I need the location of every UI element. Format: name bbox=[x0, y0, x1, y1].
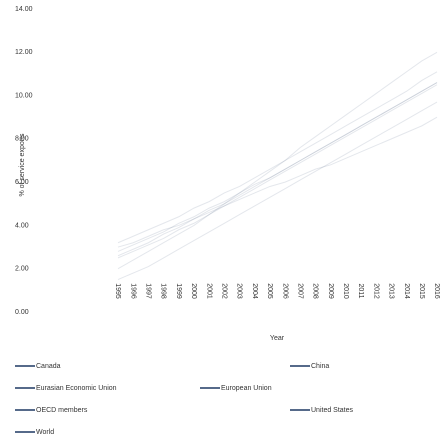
y-tick-label: 12.00 bbox=[15, 49, 33, 56]
x-tick-label: 2011 bbox=[357, 283, 364, 298]
series-line bbox=[117, 51, 438, 270]
series-line bbox=[117, 101, 438, 280]
y-tick-label: 6.00 bbox=[15, 179, 29, 186]
y-tick-label: 10.00 bbox=[15, 92, 33, 99]
series-line bbox=[117, 116, 438, 248]
x-tick-label: 2008 bbox=[312, 283, 319, 299]
x-tick-label: 2014 bbox=[403, 283, 410, 299]
y-axis-title: % of service exports bbox=[19, 133, 26, 197]
x-tick-label: 1999 bbox=[175, 283, 182, 299]
legend-label: Canada bbox=[36, 363, 61, 370]
x-tick-label: 2004 bbox=[251, 283, 258, 299]
x-tick-label: 2002 bbox=[220, 283, 227, 299]
y-tick-label: 2.00 bbox=[15, 266, 29, 273]
legend-label: United States bbox=[311, 407, 354, 414]
y-tick-label: 14.00 bbox=[15, 6, 33, 13]
x-tick-label: 2016 bbox=[433, 283, 440, 299]
legend-label: China bbox=[311, 363, 329, 370]
x-tick-label: 2000 bbox=[190, 283, 197, 299]
x-tick-label: 2001 bbox=[205, 283, 212, 299]
x-tick-label: 2006 bbox=[281, 283, 288, 299]
x-tick-label: 2013 bbox=[388, 283, 395, 299]
legend-label: European Union bbox=[221, 385, 272, 392]
x-tick-label: 2003 bbox=[236, 283, 243, 299]
series-line bbox=[117, 71, 438, 244]
x-tick-label: 2009 bbox=[327, 283, 334, 299]
x-tick-label: 1997 bbox=[145, 283, 152, 299]
series-line bbox=[117, 82, 438, 252]
series-line bbox=[117, 82, 438, 257]
x-axis-title: Year bbox=[270, 335, 285, 342]
x-tick-label: 2007 bbox=[296, 283, 303, 299]
x-tick-label: 1998 bbox=[160, 283, 167, 299]
x-tick-label: 1996 bbox=[129, 283, 136, 299]
y-tick-label: 8.00 bbox=[15, 136, 29, 143]
y-tick-label: 4.00 bbox=[15, 222, 29, 229]
x-tick-label: 1995 bbox=[114, 283, 121, 299]
y-tick-label: 0.00 bbox=[15, 309, 29, 316]
x-tick-label: 2015 bbox=[418, 283, 425, 299]
x-tick-label: 2005 bbox=[266, 283, 273, 299]
legend-label: OECD members bbox=[36, 407, 88, 414]
series-line bbox=[117, 84, 438, 259]
legend-label: World bbox=[36, 429, 54, 436]
x-tick-label: 2012 bbox=[372, 283, 379, 299]
legend-label: Eurasian Economic Union bbox=[36, 385, 117, 392]
x-tick-label: 2010 bbox=[342, 283, 349, 299]
